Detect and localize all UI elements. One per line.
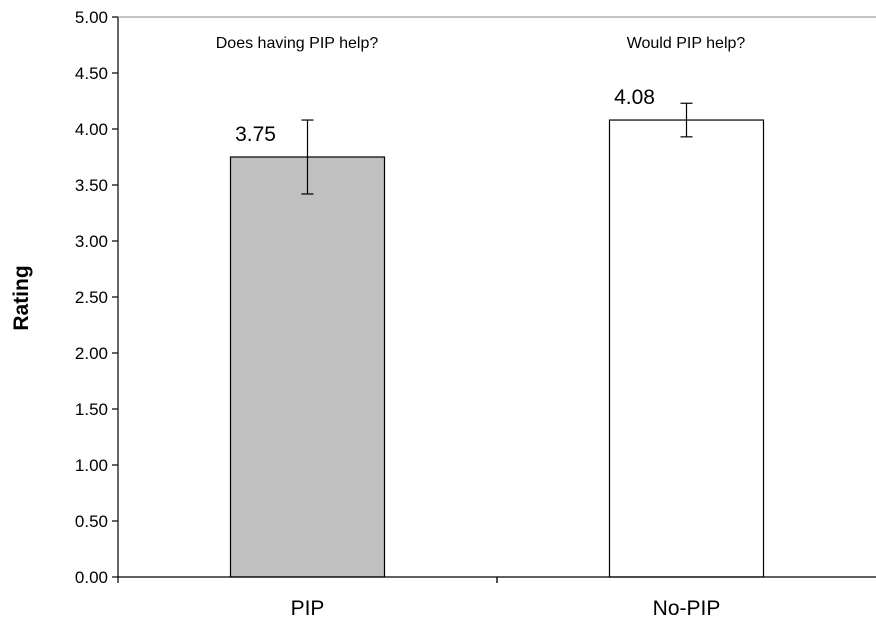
y-tick-label: 3.00 — [75, 232, 108, 251]
annotation-no-pip: Would PIP help? — [627, 35, 746, 52]
y-tick-label: 2.50 — [75, 288, 108, 307]
y-axis-label: Rating — [10, 265, 33, 330]
x-ticks: PIP No-PIP — [117, 577, 721, 620]
bars-layer — [229, 119, 765, 578]
y-tick-label: 5.00 — [75, 8, 108, 27]
x-tick-label: PIP — [291, 597, 325, 620]
annotation-pip: Does having PIP help? — [216, 35, 379, 52]
data-label: 3.75 — [235, 123, 276, 146]
error-bar — [301, 119, 314, 195]
bar-pip — [229, 156, 386, 578]
error-bar — [680, 102, 693, 138]
y-ticks: 0.00 0.50 1.00 1.50 2.00 2.50 3.00 3.50 4.00 4.50… — [75, 8, 118, 587]
bar-no-pip — [608, 119, 765, 578]
x-tick-label: No-PIP — [653, 597, 721, 620]
plot-area: Does having PIP help? Would PIP help? Ra… — [10, 8, 876, 620]
y-tick-label: 1.00 — [75, 456, 108, 475]
error-bars-layer — [301, 102, 693, 195]
data-labels-layer: 3.75 4.08 — [235, 86, 655, 146]
y-tick-label: 0.50 — [75, 512, 108, 531]
y-tick-label: 4.00 — [75, 120, 108, 139]
y-tick-label: 4.50 — [75, 64, 108, 83]
y-tick-label: 2.00 — [75, 344, 108, 363]
y-tick-label: 3.50 — [75, 176, 108, 195]
data-label: 4.08 — [614, 86, 655, 109]
y-tick-label: 1.50 — [75, 400, 108, 419]
y-tick-label: 0.00 — [75, 568, 108, 587]
